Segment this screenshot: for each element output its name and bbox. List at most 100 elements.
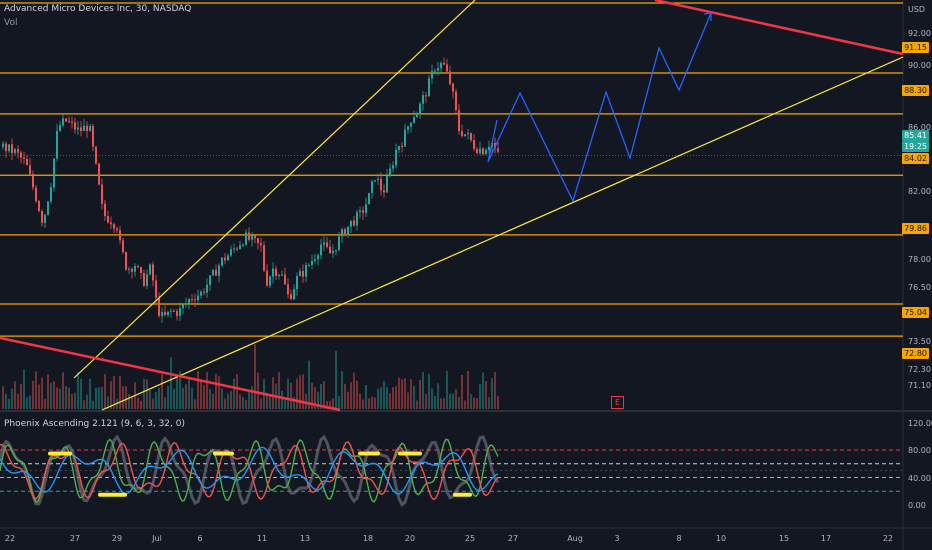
volume-bar [128, 394, 130, 409]
volume-bar [113, 376, 115, 409]
candle-body [263, 245, 265, 271]
candle-body [401, 146, 403, 148]
volume-bar [122, 386, 124, 409]
volume-bar [170, 357, 172, 409]
indicator-tick: 0.00 [908, 501, 926, 510]
volume-bar [68, 387, 70, 409]
candle-body [248, 232, 250, 240]
candle-body [194, 299, 196, 301]
candle-body [323, 242, 325, 245]
level-label: 84.02 [902, 153, 929, 164]
candle-body [209, 275, 211, 285]
volume-bar [425, 394, 427, 409]
candle-body [329, 246, 331, 254]
volume-bar [317, 391, 319, 409]
volume-bar [41, 377, 43, 409]
volume-bar [260, 398, 262, 409]
candle-body [425, 95, 427, 97]
candle-body [278, 274, 280, 277]
volume-bar [416, 400, 418, 409]
volume-bar [32, 380, 34, 409]
volume-bar [131, 396, 133, 409]
volume-bar [239, 394, 241, 409]
time-label: 20 [404, 534, 416, 543]
volume-bar [272, 377, 274, 409]
candle-body [353, 220, 355, 226]
candle-body [197, 295, 199, 301]
volume-bar [323, 381, 325, 409]
volume-bar [422, 372, 424, 409]
candle-body [218, 265, 220, 276]
candle-body [371, 181, 373, 194]
price-tick: 73.50 [908, 337, 931, 346]
time-label: 25 [464, 534, 476, 543]
volume-bar [326, 400, 328, 409]
volume-bar [95, 387, 97, 409]
candle-body [32, 173, 34, 188]
candle-body [233, 248, 235, 250]
price-tick: 71.10 [908, 381, 931, 390]
earnings-event-badge[interactable]: E [611, 396, 624, 409]
indicator-series-0 [0, 438, 499, 503]
candle-body [254, 235, 256, 239]
volume-bar [497, 395, 499, 409]
candle-body [326, 242, 328, 247]
volume-bar [491, 378, 493, 409]
candle-body [332, 251, 334, 254]
volume-bar [149, 390, 151, 409]
candle-body [434, 70, 436, 72]
volume-bar [431, 388, 433, 409]
candle-body [362, 210, 364, 213]
candle-body [179, 308, 181, 316]
candle-body [110, 222, 112, 225]
candle-body [377, 178, 379, 181]
volume-bar [188, 378, 190, 409]
volume-bar [290, 382, 292, 409]
candle-body [26, 158, 28, 166]
volume-bar [50, 382, 52, 409]
candle-body [356, 212, 358, 226]
trendline-support-old [0, 336, 341, 412]
volume-bar [179, 371, 181, 409]
level-label: 72.80 [902, 348, 929, 359]
time-label: 22 [4, 534, 16, 543]
candle-body [221, 257, 223, 266]
candle-body [281, 274, 283, 276]
candle-body [89, 125, 91, 132]
price-tick: 72.30 [908, 365, 931, 374]
volume-bar [185, 384, 187, 409]
candle-body [269, 276, 271, 286]
candle-body [440, 62, 442, 69]
volume-bar [320, 383, 322, 409]
candle-body [314, 259, 316, 261]
volume-bar [143, 378, 145, 409]
candle-body [215, 269, 217, 276]
price-tick: 78.00 [908, 255, 931, 264]
time-label: Aug [567, 534, 583, 543]
level-label: 91.15 [902, 42, 929, 53]
time-label: 8 [676, 534, 682, 543]
candle-body [293, 289, 295, 300]
candle-body [407, 126, 409, 130]
candle-body [302, 271, 304, 277]
candle-body [236, 248, 238, 250]
volume-bar [227, 393, 229, 409]
candle-body [260, 243, 262, 246]
candle-body [35, 187, 37, 202]
volume-bar [242, 397, 244, 409]
candle-body [20, 152, 22, 158]
volume-bar [77, 371, 79, 409]
price-tick: 86.00 [908, 123, 931, 132]
candle-body [200, 291, 202, 296]
candle-body [365, 204, 367, 213]
volume-bar [359, 393, 361, 409]
volume-bar [338, 395, 340, 409]
volume-bar [101, 386, 103, 409]
candle-body [203, 291, 205, 293]
candle-body [446, 64, 448, 72]
candle-body [476, 149, 478, 154]
volume-bar [269, 396, 271, 409]
candle-body [455, 91, 457, 110]
